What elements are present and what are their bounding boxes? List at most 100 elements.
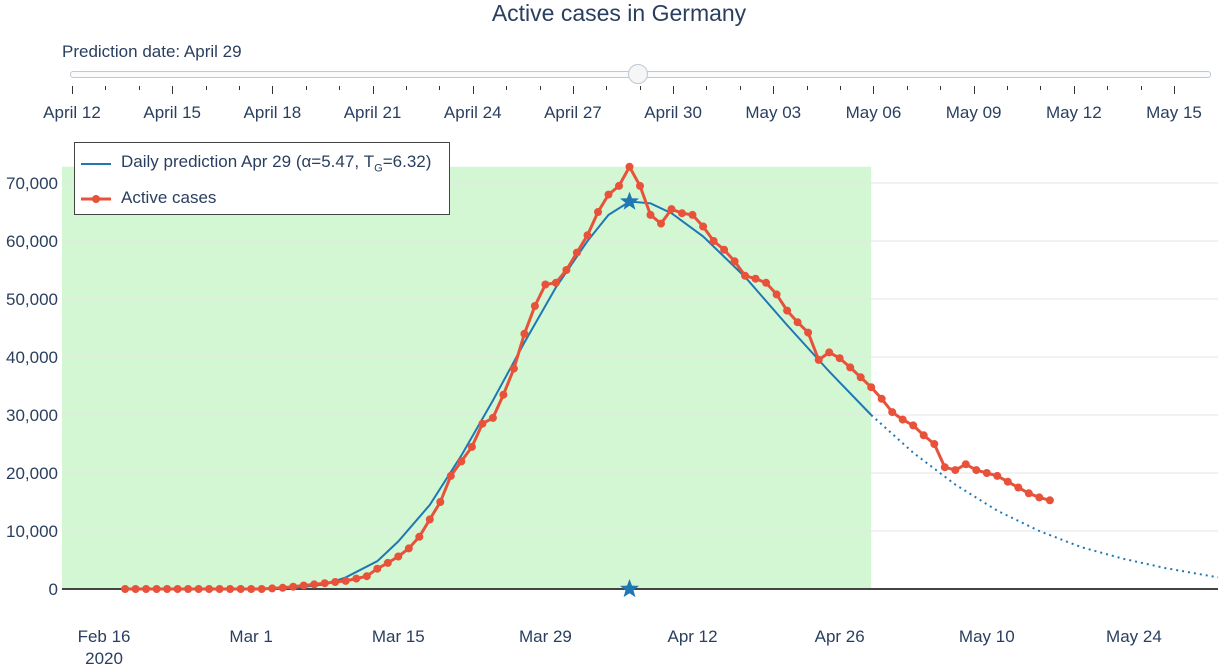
active-cases-point[interactable] [415,532,424,541]
active-cases-point[interactable] [341,576,350,585]
active-cases-point[interactable] [509,364,518,373]
active-cases-point[interactable] [835,354,844,363]
active-cases-point[interactable] [352,574,361,583]
active-cases-point[interactable] [1035,493,1044,502]
active-cases-point[interactable] [919,431,928,440]
slider-step-label[interactable]: May 15 [1146,103,1202,122]
active-cases-point[interactable] [268,584,277,593]
active-cases-point[interactable] [751,274,760,283]
active-cases-point[interactable] [814,355,823,364]
active-cases-point[interactable] [625,162,634,171]
active-cases-point[interactable] [551,278,560,287]
active-cases-point[interactable] [594,208,602,216]
slider-step-label[interactable]: May 06 [845,103,902,122]
active-cases-point[interactable] [730,257,739,266]
active-cases-point[interactable] [247,585,256,593]
active-cases-point[interactable] [278,583,287,592]
active-cases-point[interactable] [615,181,623,190]
active-cases-point[interactable] [299,581,308,590]
active-cases-point[interactable] [310,580,319,589]
active-cases-point[interactable] [961,460,970,469]
slider-step-label[interactable]: May 12 [1045,103,1102,122]
active-cases-point[interactable] [152,585,161,593]
slider-step-label[interactable]: May 03 [745,103,802,122]
active-cases-point[interactable] [940,463,949,472]
active-cases-point[interactable] [1024,489,1033,498]
active-cases-point[interactable] [993,471,1002,480]
active-cases-point[interactable] [804,328,813,337]
active-cases-point[interactable] [373,564,382,573]
active-cases-point[interactable] [846,363,855,372]
peak-star-marker[interactable] [620,191,639,210]
active-cases-point[interactable] [909,421,918,430]
slider-step-label[interactable]: May 09 [945,103,1002,122]
active-cases-point[interactable] [362,572,371,581]
active-cases-point[interactable] [772,290,781,299]
active-cases-point[interactable] [562,266,571,274]
active-cases-point[interactable] [121,585,130,593]
active-cases-point[interactable] [215,585,224,593]
active-cases-point[interactable] [720,245,729,254]
active-cases-point[interactable] [688,210,697,219]
slider-step-label[interactable]: April 27 [544,103,602,122]
active-cases-point[interactable] [825,348,834,357]
legend-item-prediction[interactable]: Daily prediction Apr 29 (α=5.47, TG=6.32… [81,151,431,175]
active-cases-point[interactable] [467,442,476,451]
active-cases-point[interactable] [488,413,497,422]
active-cases-point[interactable] [446,471,455,480]
active-cases-point[interactable] [709,237,718,245]
active-cases-point[interactable] [572,248,581,257]
active-cases-point[interactable] [856,373,865,382]
active-cases-point[interactable] [867,383,876,392]
active-cases-point[interactable] [951,466,960,475]
active-cases-point[interactable] [404,544,413,553]
legend-item-actual[interactable]: Active cases [81,186,216,210]
active-cases-point[interactable] [320,579,329,588]
active-cases-point[interactable] [657,219,665,228]
active-cases-point[interactable] [383,558,392,567]
active-cases-point[interactable] [173,585,182,593]
active-cases-point[interactable] [604,190,613,199]
active-cases-point[interactable] [793,318,802,327]
active-cases-point[interactable] [1003,477,1012,486]
active-cases-point[interactable] [257,585,266,593]
slider-step-label[interactable]: April 21 [343,103,402,122]
active-cases-point[interactable] [636,181,644,190]
peak-date-star-marker[interactable] [620,579,639,598]
active-cases-point[interactable] [898,415,907,424]
active-cases-point[interactable] [184,585,193,593]
active-cases-point[interactable] [425,515,434,524]
slider-step-label[interactable]: April 15 [143,103,201,122]
active-cases-point[interactable] [888,408,897,417]
slider-handle[interactable] [628,64,648,84]
active-cases-point[interactable] [667,205,676,214]
active-cases-point[interactable] [394,552,403,561]
active-cases-point[interactable] [530,302,539,310]
active-cases-point[interactable] [541,280,550,289]
active-cases-point[interactable] [194,585,203,593]
active-cases-point[interactable] [762,278,771,287]
active-cases-point[interactable] [930,440,939,448]
active-cases-point[interactable] [331,578,340,586]
active-cases-point[interactable] [457,457,466,466]
active-cases-point[interactable] [783,306,792,315]
active-cases-point[interactable] [236,585,245,593]
active-cases-point[interactable] [163,585,172,593]
active-cases-point[interactable] [678,209,686,218]
active-cases-point[interactable] [131,585,140,593]
slider-step-label[interactable]: April 24 [443,103,502,122]
active-cases-point[interactable] [142,585,151,593]
active-cases-point[interactable] [205,585,214,593]
active-cases-point[interactable] [741,271,750,280]
slider-step-label[interactable]: April 30 [644,103,702,122]
active-cases-point[interactable] [520,329,529,338]
active-cases-point[interactable] [972,466,981,475]
active-cases-point[interactable] [478,419,487,428]
active-cases-point[interactable] [646,210,655,219]
active-cases-point[interactable] [877,394,886,403]
active-cases-point[interactable] [699,222,708,231]
active-cases-point[interactable] [226,585,235,593]
slider-step-label[interactable]: April 18 [243,103,302,122]
active-cases-point[interactable] [499,390,508,399]
active-cases-point[interactable] [1045,496,1054,505]
